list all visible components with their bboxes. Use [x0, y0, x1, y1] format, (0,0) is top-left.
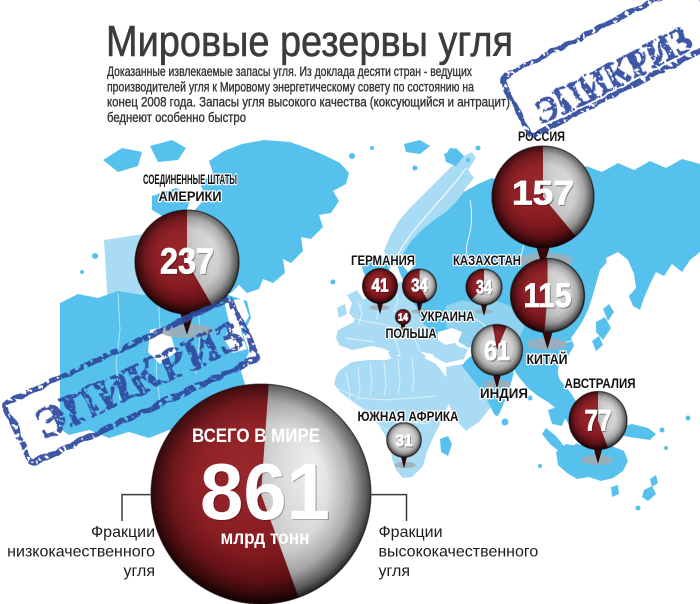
svg-text:41: 41: [372, 275, 389, 296]
svg-text:ВСЕГО В МИРЕ: ВСЕГО В МИРЕ: [192, 426, 320, 447]
svg-text:УКРАИНА: УКРАИНА: [421, 309, 475, 324]
svg-text:61: 61: [485, 336, 511, 367]
svg-text:77: 77: [585, 405, 612, 438]
svg-text:Фракции: Фракции: [91, 524, 155, 541]
svg-text:ГЕРМАНИЯ: ГЕРМАНИЯ: [351, 253, 415, 268]
svg-text:34: 34: [411, 275, 428, 296]
svg-text:861: 861: [200, 447, 330, 536]
svg-text:115: 115: [525, 278, 573, 316]
svg-text:млрд тонн: млрд тонн: [221, 528, 310, 549]
svg-text:14: 14: [399, 313, 409, 325]
svg-text:ПОЛЬША: ПОЛЬША: [386, 326, 437, 341]
svg-text:31: 31: [396, 431, 413, 450]
svg-text:КАЗАХСТАН: КАЗАХСТАН: [453, 253, 521, 268]
svg-text:77: 77: [586, 406, 613, 439]
svg-text:низкокачественного: низкокачественного: [7, 544, 155, 561]
svg-text:41: 41: [373, 276, 390, 297]
svg-text:237: 237: [160, 241, 214, 282]
svg-text:Фракции: Фракции: [379, 524, 443, 541]
svg-text:34: 34: [477, 279, 493, 300]
svg-text:31: 31: [397, 432, 414, 451]
svg-text:237: 237: [161, 242, 215, 283]
svg-text:угля: угля: [124, 563, 155, 580]
svg-text:Доказанные извлекаемые запасы: Доказанные извлекаемые запасы угля. Из д…: [107, 64, 514, 125]
svg-text:115: 115: [524, 277, 572, 315]
svg-text:СОЕДИНЕННЫЕ ШТАТЫ: СОЕДИНЕННЫЕ ШТАТЫ: [143, 172, 237, 187]
svg-text:КИТАЙ: КИТАЙ: [527, 352, 568, 367]
svg-text:14: 14: [398, 312, 408, 324]
svg-text:157: 157: [512, 175, 574, 213]
svg-text:угля: угля: [379, 563, 410, 580]
svg-text:высококачественного: высококачественного: [379, 544, 539, 561]
svg-text:34: 34: [476, 278, 492, 299]
svg-text:ИНДИЯ: ИНДИЯ: [480, 386, 528, 401]
svg-text:Мировые резервы угля: Мировые резервы угля: [106, 17, 513, 66]
svg-text:ЭПИКРИЗ: ЭПИКРИЗ: [527, 18, 699, 134]
svg-text:34: 34: [412, 276, 429, 297]
svg-text:861: 861: [201, 448, 331, 537]
svg-text:ЮЖНАЯ АФРИКА: ЮЖНАЯ АФРИКА: [358, 409, 459, 424]
svg-text:АВСТРАЛИЯ: АВСТРАЛИЯ: [565, 376, 636, 391]
svg-text:61: 61: [484, 335, 510, 366]
svg-text:АМЕРИКИ: АМЕРИКИ: [159, 189, 222, 204]
svg-text:157: 157: [513, 176, 575, 214]
